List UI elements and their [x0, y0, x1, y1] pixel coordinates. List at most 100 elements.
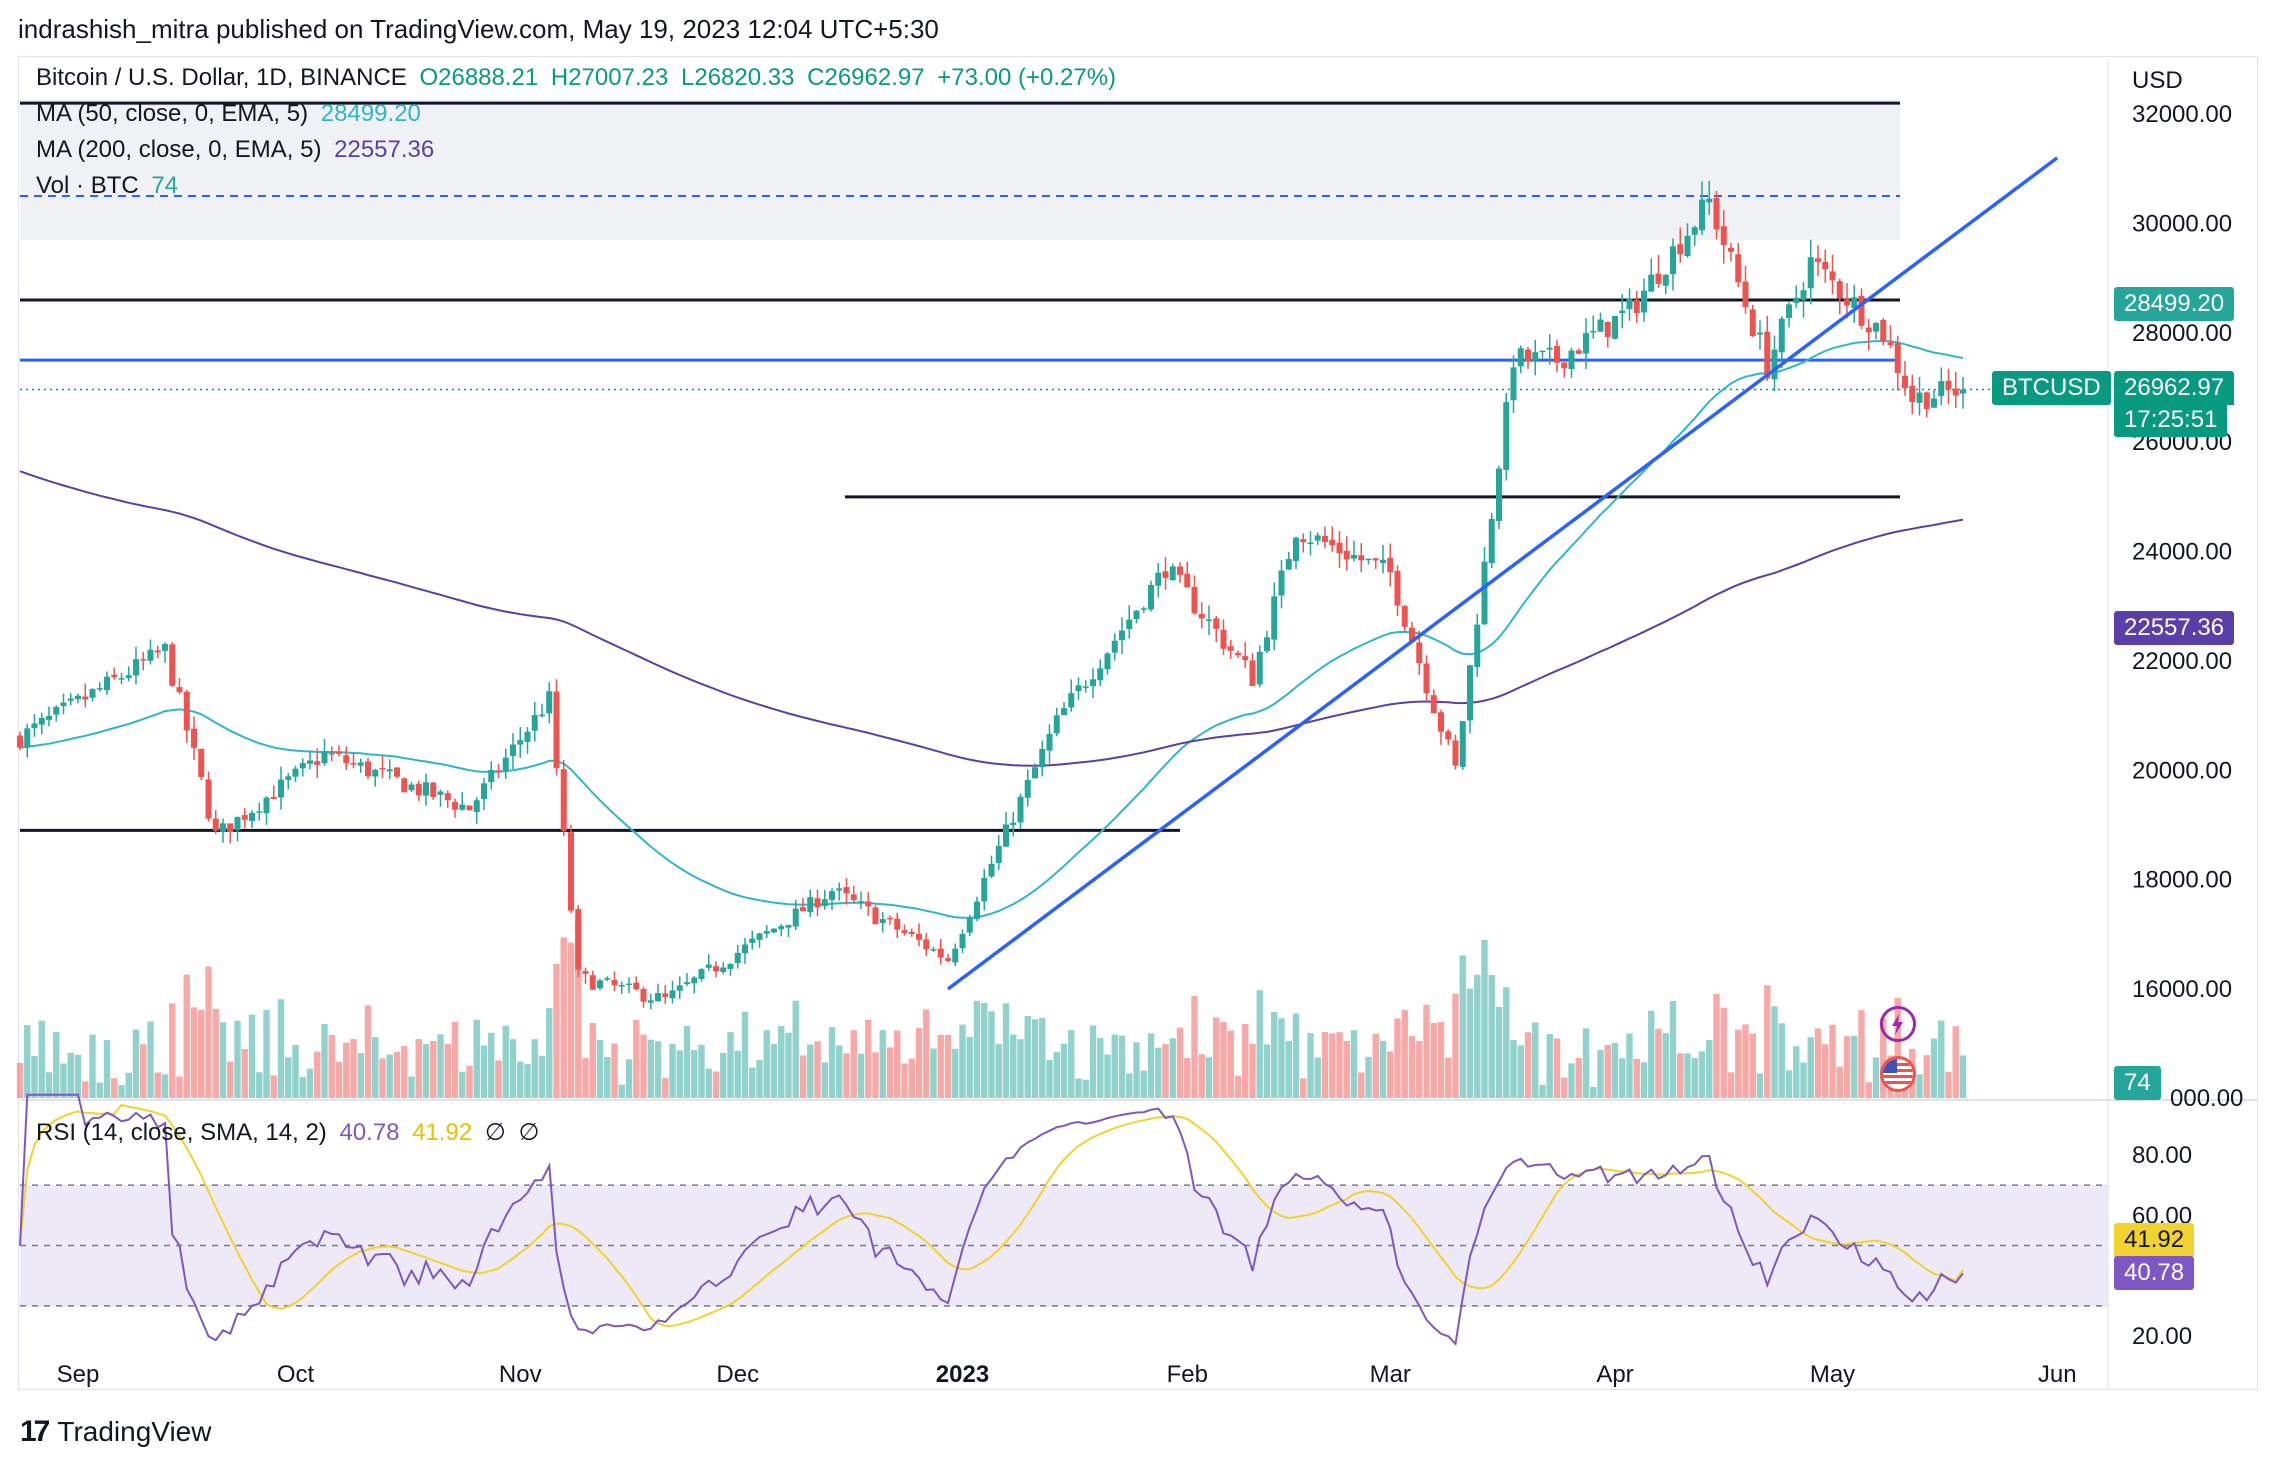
time-tick-label: Oct: [277, 1361, 315, 1388]
volume-bar: [1075, 1078, 1082, 1098]
trendline[interactable]: [946, 156, 2059, 991]
symbol-legend[interactable]: Bitcoin / U.S. Dollar, 1D, BINANCE O2688…: [36, 64, 1122, 92]
volume-bar: [1176, 1027, 1184, 1098]
candle-body: [1314, 535, 1321, 541]
candle-body: [75, 695, 81, 700]
volume-bar: [111, 1078, 118, 1098]
candle-body: [1597, 319, 1604, 332]
volume-bar: [1147, 1033, 1155, 1098]
volume-bar: [270, 1075, 277, 1098]
candle-body: [307, 760, 313, 764]
ma200-legend[interactable]: MA (200, close, 0, EMA, 5) 22557.36: [36, 136, 440, 164]
candle-body: [792, 908, 799, 927]
candle-body: [1800, 290, 1807, 301]
rsi-legend[interactable]: RSI (14, close, SMA, 14, 2) 40.78 41.92 …: [36, 1118, 545, 1147]
candle-body: [1242, 656, 1249, 661]
candle-body: [1380, 559, 1386, 564]
candle-body: [597, 980, 603, 989]
volume-bar: [1401, 1009, 1408, 1098]
candle-body: [734, 952, 741, 963]
candle-body: [1532, 352, 1539, 361]
candle-body: [829, 891, 835, 900]
candle-body: [589, 975, 596, 990]
volume-bar: [1764, 985, 1771, 1098]
candle-body: [916, 933, 922, 940]
candle-body: [1619, 310, 1626, 314]
volume-bar: [828, 1027, 836, 1098]
volume-bar: [799, 1055, 807, 1098]
candle-body: [858, 901, 864, 903]
rsi-value: 40.78: [339, 1119, 400, 1146]
candle-body: [183, 691, 190, 731]
volume-bar: [1894, 997, 1901, 1098]
volume-bar: [1445, 1057, 1452, 1098]
candle-body: [1749, 309, 1756, 337]
footer-brand[interactable]: 17 TradingView: [20, 1412, 211, 1452]
volume-bar: [299, 1077, 306, 1098]
candle-body: [568, 832, 574, 911]
candle-body: [1017, 796, 1024, 823]
volume-bar: [886, 1047, 894, 1098]
volume-bar: [1510, 1039, 1517, 1098]
volume-bar: [24, 1025, 31, 1098]
volume-bar: [263, 1009, 270, 1098]
candle-body: [669, 990, 676, 999]
volume-bar: [314, 1051, 321, 1098]
volume-bar: [683, 1025, 691, 1098]
candle-body: [604, 978, 611, 980]
candle-body: [879, 919, 886, 923]
candle-body: [937, 948, 944, 958]
candle-body: [336, 751, 342, 754]
candle-body: [452, 802, 458, 810]
volume-bar: [103, 1039, 111, 1098]
candle-body: [945, 958, 951, 961]
volume-bar: [1184, 1058, 1191, 1098]
volume-bar: [524, 1064, 531, 1098]
price-tick-label: 18000.00: [2132, 867, 2232, 894]
candle-body: [850, 894, 857, 901]
volume-bar: [618, 1084, 625, 1098]
volume-bar: [1002, 1003, 1010, 1098]
volume-bar: [401, 1046, 408, 1098]
candle-body: [1061, 708, 1067, 716]
candle-body: [1126, 619, 1133, 630]
volume-bar: [669, 1043, 676, 1098]
candle-body: [705, 964, 712, 968]
volume-bar: [1771, 1006, 1778, 1098]
candle-body: [176, 687, 183, 693]
time-tick-label: 2023: [936, 1361, 989, 1388]
volume-bar: [712, 1071, 720, 1098]
ma50-legend[interactable]: MA (50, close, 0, EMA, 5) 28499.20: [36, 100, 427, 128]
candle-body: [357, 762, 364, 766]
volume-bar: [988, 1011, 995, 1098]
volume-bar: [1495, 1006, 1503, 1098]
candle-body: [1510, 367, 1517, 401]
candle-body: [1684, 235, 1691, 257]
candle-body: [1119, 630, 1125, 641]
candle-body: [394, 767, 400, 777]
volume-bar: [995, 1043, 1002, 1098]
volume-bar: [466, 1065, 473, 1098]
candle-body: [1771, 349, 1778, 380]
volume-legend[interactable]: Vol · BTC 74: [36, 172, 184, 200]
candle-body: [1815, 258, 1821, 262]
chart-frame: [18, 56, 2258, 1390]
volume-bar: [1372, 1033, 1379, 1098]
candle-body: [727, 964, 734, 970]
candle-body: [575, 909, 582, 970]
volume-bar: [1669, 1001, 1677, 1098]
ascending-trendline: [946, 156, 2059, 991]
candle-body: [1873, 322, 1879, 332]
volume-bar: [1793, 1046, 1800, 1098]
volume-bar: [1800, 1062, 1807, 1098]
candle-body: [111, 674, 118, 678]
moving-averages: [19, 340, 1964, 919]
candle-body: [1902, 375, 1908, 389]
lightning-icon[interactable]: [1880, 1006, 1916, 1042]
volume-bar: [923, 1009, 930, 1098]
us-flag-icon[interactable]: [1880, 1056, 1916, 1092]
candle-body: [147, 649, 154, 661]
candle-body: [1430, 695, 1437, 714]
volume-bar: [1104, 1054, 1111, 1098]
